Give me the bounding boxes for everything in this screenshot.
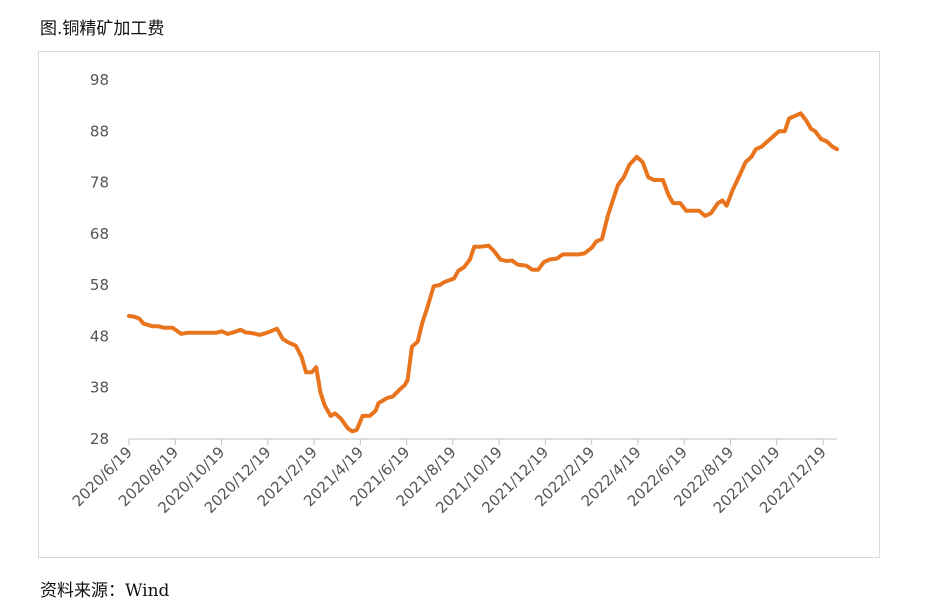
y-tick-label: 68 xyxy=(90,225,109,243)
y-tick-label: 58 xyxy=(90,276,109,294)
series-line xyxy=(127,111,839,434)
y-tick-label: 48 xyxy=(90,327,109,345)
y-tick-label: 78 xyxy=(90,174,109,192)
chart-frame: 28 38 48 58 68 78 88 98 2020/6/19 2020/8/19 2020/1… xyxy=(38,51,880,558)
y-tick-label: 98 xyxy=(90,71,109,89)
y-tick-label: 28 xyxy=(90,430,109,448)
line-chart: 28384858687888982020/6/192020/8/192020/1… xyxy=(69,71,839,517)
figure-title: 图.铜精矿加工费 xyxy=(40,19,165,39)
source-note: 资料来源：Wind xyxy=(40,581,170,601)
y-tick-label: 88 xyxy=(90,122,109,140)
y-tick-label: 38 xyxy=(90,379,109,397)
